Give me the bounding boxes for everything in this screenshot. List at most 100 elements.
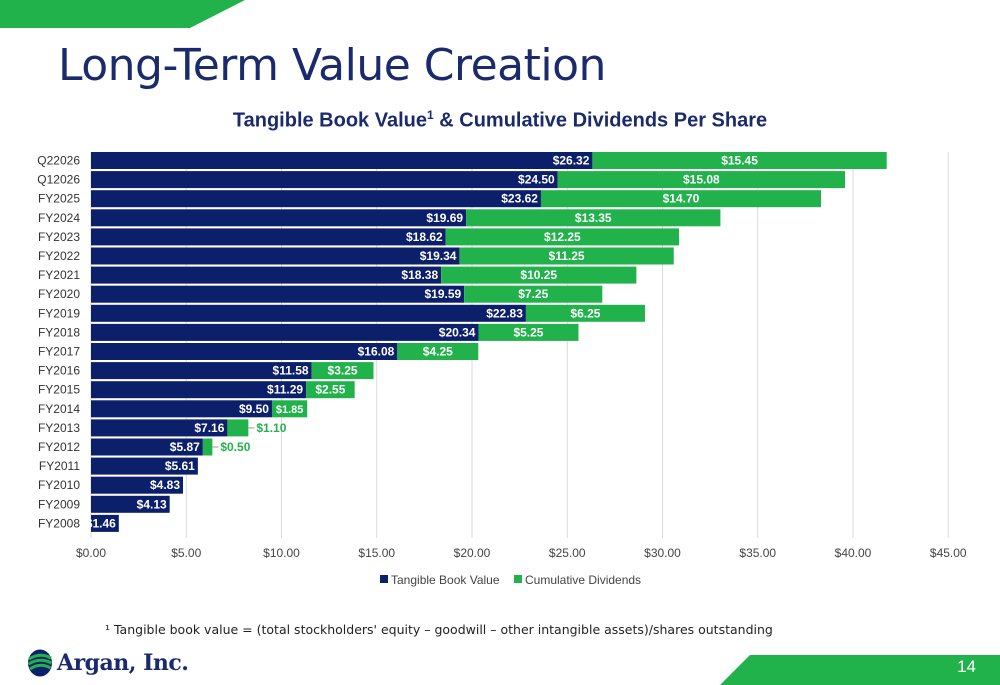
y-category-label: FY2021 [38,268,80,282]
bar-cumulative-dividends [306,381,355,399]
bar-cumulative-dividends [466,209,721,227]
data-label-tangible-book-value: $5.61 [165,459,195,473]
bottom-green-band [720,655,1000,685]
bar-tangible-book-value [91,419,228,437]
y-category-label: FY2012 [38,440,80,454]
bar-cumulative-dividends [311,362,374,380]
page-number: 14 [957,657,976,676]
bar-cumulative-dividends [525,304,645,322]
y-category-label: FY2018 [38,325,80,339]
x-tick-label: $0.00 [76,546,106,560]
data-label-cumulative-dividends: $7.25 [518,287,548,301]
bar-tangible-book-value [91,285,465,303]
data-label-tangible-book-value: $20.34 [439,325,476,339]
bar-cumulative-dividends [271,400,308,418]
bar-tangible-book-value [91,457,198,475]
bar-tangible-book-value [91,438,203,456]
y-category-label: FY2025 [38,192,80,206]
data-label-cumulative-dividends: $4.25 [423,345,453,359]
x-tick-label: $20.00 [454,546,491,560]
bar-tangible-book-value [91,152,593,169]
bar-tangible-book-value [91,304,526,322]
bar-tangible-book-value [91,323,479,341]
bar-tangible-book-value [91,171,558,189]
data-label-tangible-book-value: $22.83 [486,306,523,320]
y-category-label: FY2013 [38,421,80,435]
data-label-cumulative-dividends: $5.25 [513,325,543,339]
data-label-tangible-book-value: $24.50 [518,173,555,187]
x-tick-label: $25.00 [549,546,586,560]
bar-tangible-book-value [91,190,541,208]
data-label-tangible-book-value: $18.38 [401,268,438,282]
data-label-tangible-book-value: $1.46 [86,516,116,530]
page-title: Long-Term Value Creation [58,40,606,91]
x-tick-label: $30.00 [644,546,681,560]
data-label-tangible-book-value: $16.08 [358,345,395,359]
company-logo: Argan, Inc. [27,648,189,678]
bar-cumulative-dividends [478,323,579,341]
logo-text: Argan, Inc. [57,650,189,676]
data-label-tangible-book-value: $7.16 [194,421,224,435]
y-category-label: FY2023 [38,230,80,244]
x-tick-label: $45.00 [930,546,967,560]
x-tick-label: $10.00 [263,546,300,560]
data-label-tangible-book-value: $4.13 [137,497,167,511]
data-label-cumulative-dividends: $2.55 [315,383,345,397]
y-category-label: FY2010 [38,478,80,492]
bar-tangible-book-value [91,247,460,265]
data-label-tangible-book-value: $4.83 [150,478,180,492]
bar-cumulative-dividends [459,247,674,265]
data-label-cumulative-dividends: $13.35 [575,211,612,225]
bar-cumulative-dividends [445,228,680,246]
x-tick-label: $15.00 [358,546,395,560]
bar-cumulative-dividends [397,343,479,360]
y-category-label: FY2014 [38,402,80,416]
data-label-tangible-book-value: $9.50 [239,402,269,416]
y-category-label: FY2024 [38,211,80,225]
chart-title: Tangible Book Value1 & Cumulative Divide… [0,108,1000,133]
legend-swatch-cumulative-dividends [514,575,522,583]
x-tick-label: $35.00 [739,546,776,560]
bar-tangible-book-value [91,343,398,360]
data-label-cumulative-dividends: $14.70 [663,192,700,206]
data-label-cumulative-dividends: $15.45 [721,154,758,168]
y-category-label: Q12026 [37,173,80,187]
data-label-cumulative-dividends: $6.25 [570,306,600,320]
bar-tangible-book-value [91,362,312,380]
y-category-label: FY2020 [38,287,80,301]
bar-tangible-book-value [91,209,467,227]
x-tick-label: $40.00 [835,546,872,560]
y-category-label: FY2017 [38,345,80,359]
bar-tangible-book-value [91,495,170,513]
bar-cumulative-dividends [557,171,845,189]
bar-tangible-book-value [91,266,442,284]
footnote: ¹ Tangible book value = (total stockhold… [105,622,773,637]
top-green-band [0,0,245,28]
chart-title-footnote-mark: 1 [427,108,434,122]
y-category-label: FY2022 [38,249,80,263]
bar-tangible-book-value [91,228,446,246]
y-category-label: FY2016 [38,364,80,378]
globe-icon [27,649,53,677]
data-label-cumulative-dividends: $10.25 [520,268,557,282]
y-category-label: Q22026 [37,154,80,168]
bar-tangible-book-value [91,400,272,418]
bar-tangible-book-value [91,476,184,494]
data-label-tangible-book-value: $26.32 [553,154,590,168]
data-label-tangible-book-value: $11.58 [273,364,309,378]
x-tick-label: $5.00 [171,546,201,560]
y-category-label: FY2008 [38,516,80,530]
y-category-label: FY2019 [38,306,80,320]
data-label-tangible-book-value: $5.87 [170,440,200,454]
bar-tangible-book-value [91,514,119,532]
data-label-cumulative-dividends: $1.10 [256,421,286,435]
bar-cumulative-dividends [540,190,821,208]
chart-title-main: Tangible Book Value [232,109,427,132]
data-label-tangible-book-value: $19.69 [426,211,463,225]
legend-label-tangible-book-value: Tangible Book Value [391,573,500,587]
y-category-label: FY2011 [39,459,80,473]
y-category-label: FY2009 [38,497,80,511]
legend-label-cumulative-dividends: Cumulative Dividends [525,573,641,587]
bar-cumulative-dividends [227,419,249,437]
chart-title-rest: & Cumulative Dividends Per Share [433,109,768,132]
